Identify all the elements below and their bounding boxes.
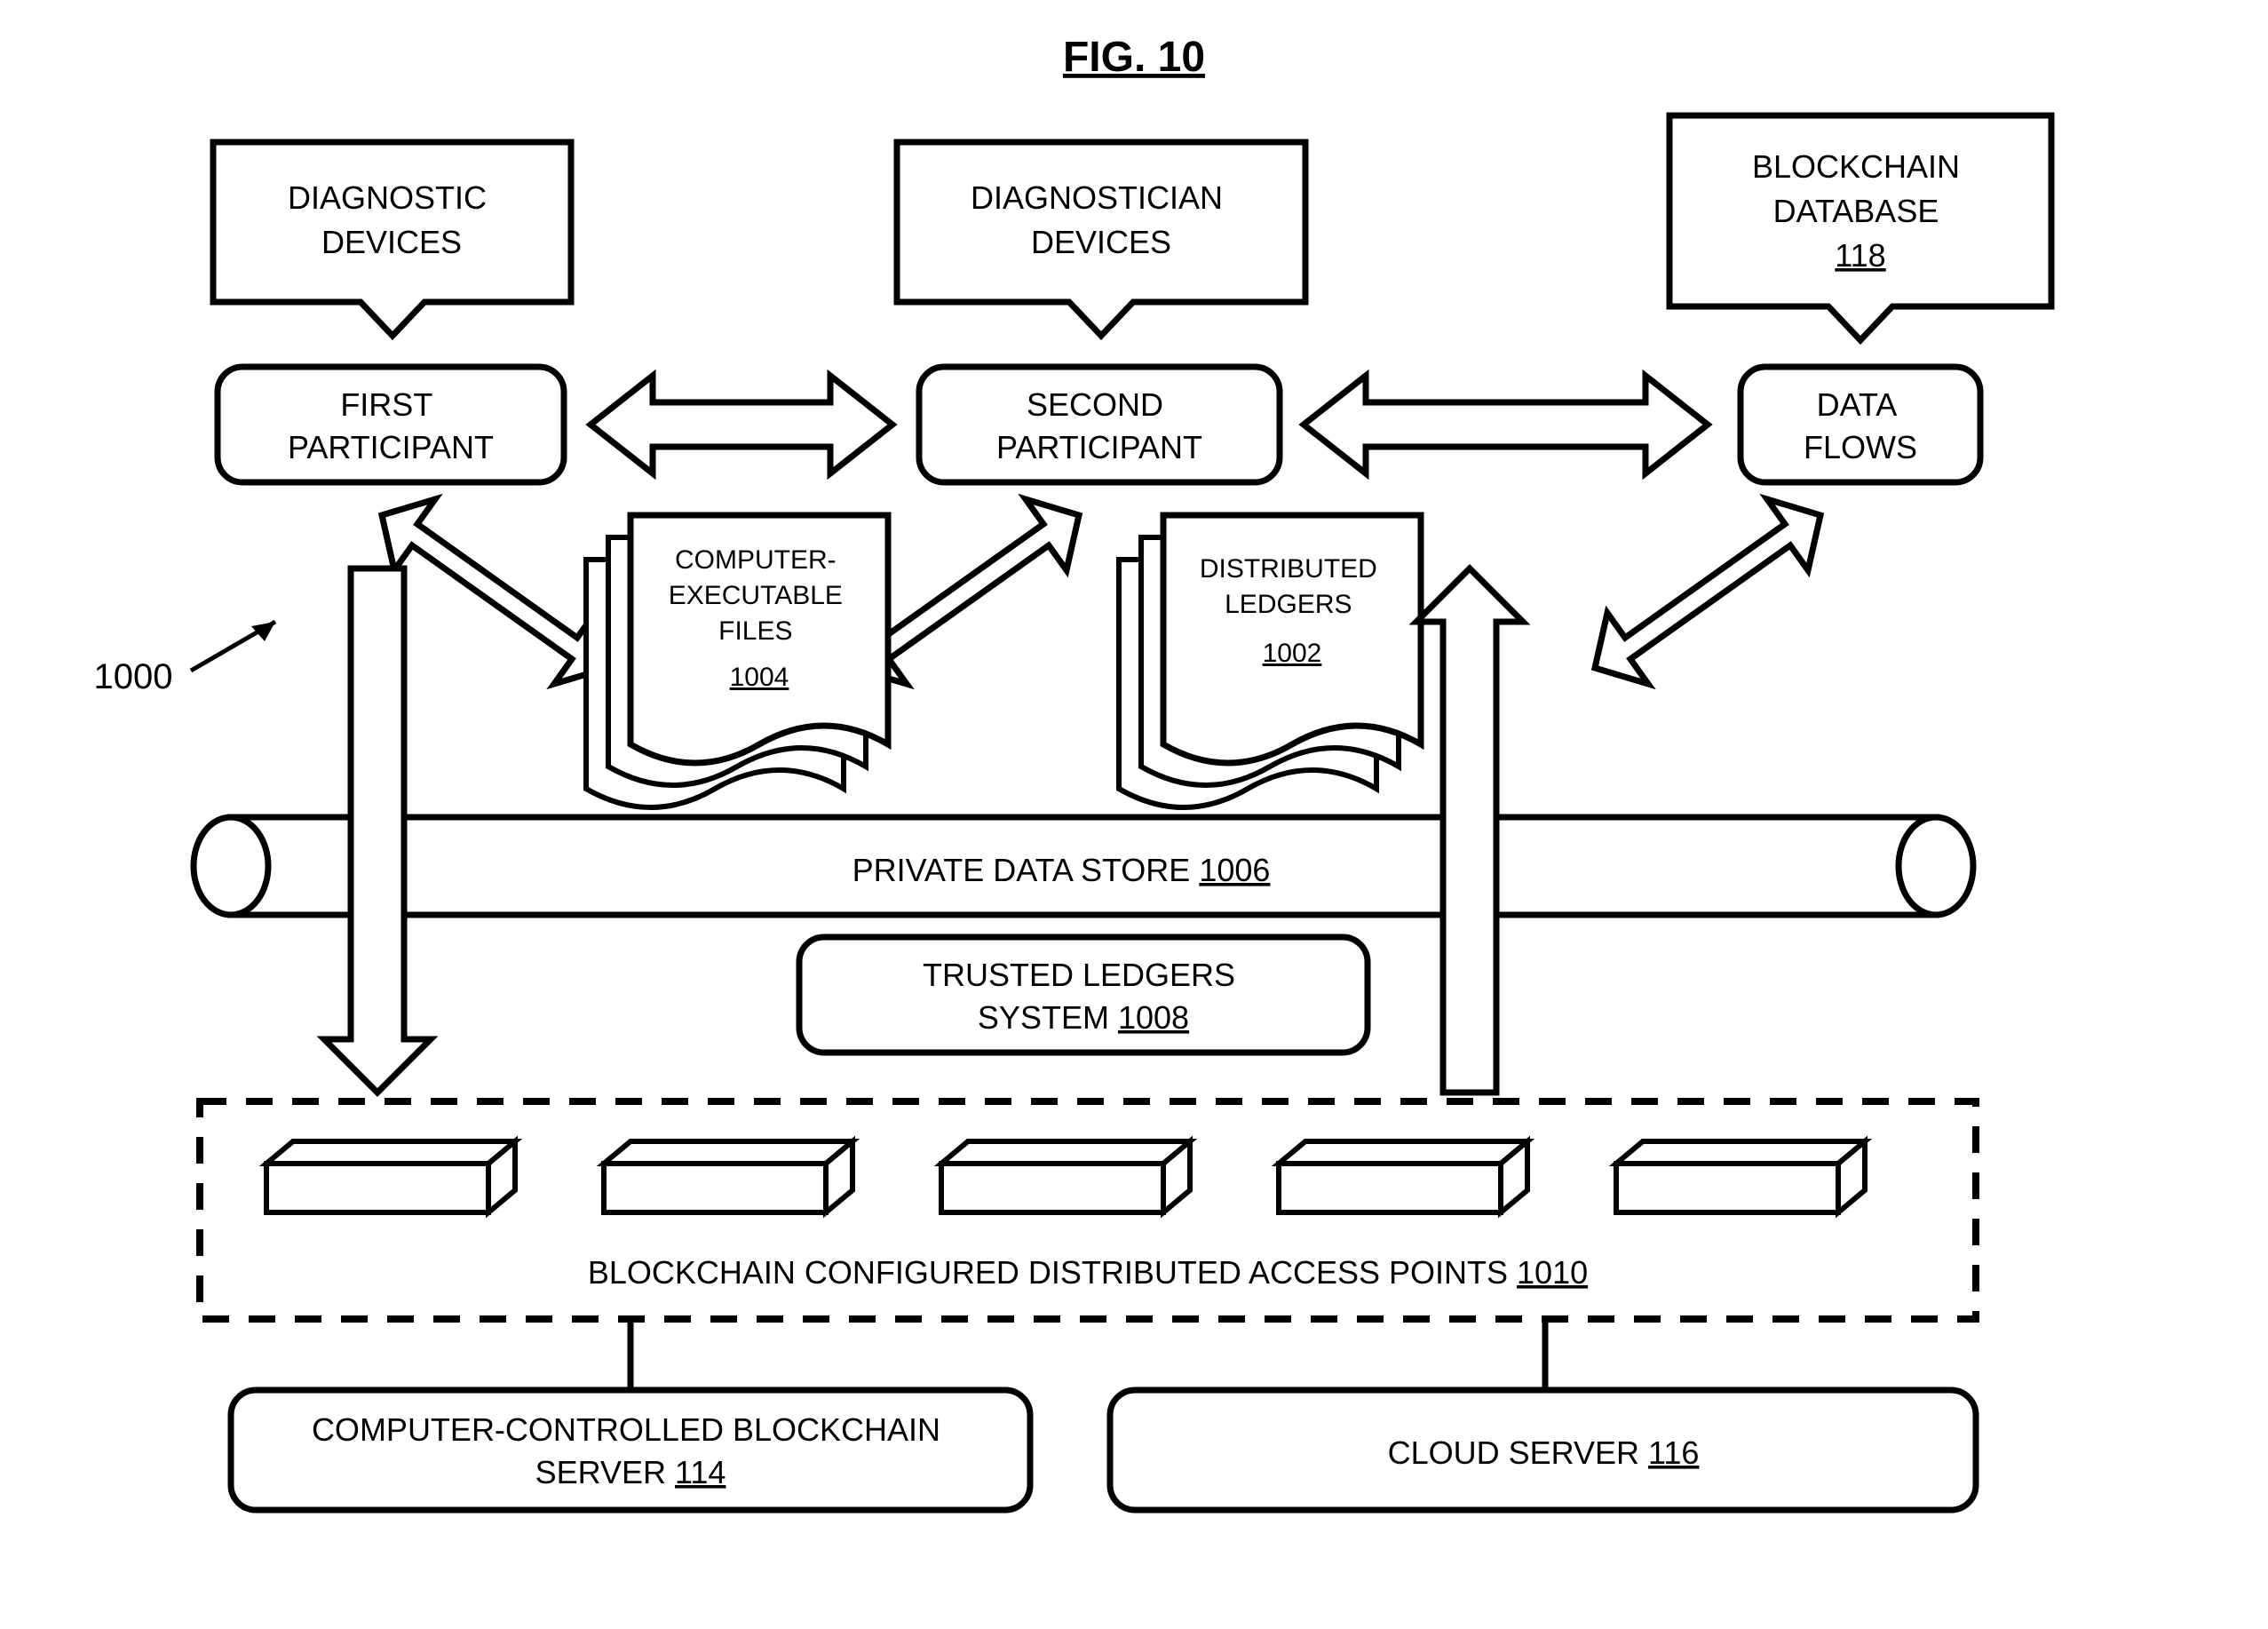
svg-text:1000: 1000 xyxy=(94,657,173,696)
ap-block-3 xyxy=(1279,1141,1527,1212)
box-trusted-ledgers: TRUSTED LEDGERS SYSTEM 1008 xyxy=(799,937,1368,1053)
box-bc-server: COMPUTER-CONTROLLED BLOCKCHAIN SERVER 11… xyxy=(231,1390,1030,1510)
box-access-points: BLOCKCHAIN CONFIGURED DISTRIBUTED ACCESS… xyxy=(200,1101,1976,1319)
ap-block-1 xyxy=(604,1141,852,1212)
ap-block-0 xyxy=(266,1141,515,1212)
tag-diag-dev-2: DIAGNOSTICIAN DEVICES xyxy=(897,142,1305,336)
svg-text:CLOUD SERVER 116: CLOUD SERVER 116 xyxy=(1388,1434,1700,1471)
arrow-diag-first xyxy=(382,499,607,684)
tag-diag-dev-1: DIAGNOSTIC DEVICES xyxy=(213,142,571,336)
tag-blockchain-db: BLOCKCHAIN DATABASE 118 xyxy=(1669,115,2051,340)
svg-text:BLOCKCHAIN CONFIGURED DISTRIBU: BLOCKCHAIN CONFIGURED DISTRIBUTED ACCESS… xyxy=(588,1254,1588,1291)
svg-text:PRIVATE DATA STORE: PRIVATE DATA STORE 1006 xyxy=(852,852,1271,888)
arrow-double-h2 xyxy=(1304,376,1708,473)
figure-refnum: 1000 xyxy=(94,622,275,696)
ap-block-2 xyxy=(941,1141,1190,1212)
doc-dist-ledgers: DISTRIBUTED LEDGERS 1002 xyxy=(1119,515,1421,807)
doc-exec-files: COMPUTER- EXECUTABLE FILES 1004 xyxy=(586,515,888,807)
arrow-diag-flows xyxy=(1595,499,1820,684)
box-data-flows: DATA FLOWS xyxy=(1741,367,1980,482)
box-first-participant: FIRST PARTICIPANT xyxy=(218,367,564,482)
ap-block-4 xyxy=(1616,1141,1865,1212)
box-second-participant: SECOND PARTICIPANT xyxy=(919,367,1280,482)
box-cloud-server: CLOUD SERVER 116 xyxy=(1110,1390,1976,1510)
arrow-double-h1 xyxy=(591,376,892,473)
pipe-private-data-store: PRIVATE DATA STORE 1006 xyxy=(194,817,1973,915)
figure-title: FIG. 10 xyxy=(1063,34,1205,81)
